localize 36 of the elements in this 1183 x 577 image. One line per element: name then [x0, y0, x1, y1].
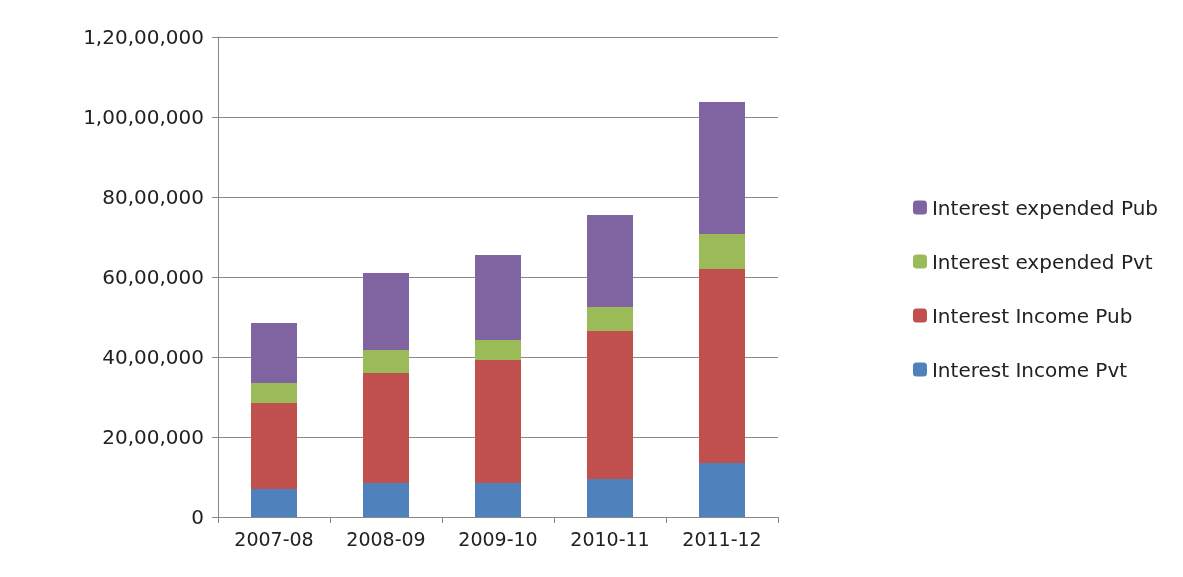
bar — [475, 483, 521, 517]
bar — [587, 331, 633, 479]
bar — [587, 307, 633, 331]
bar — [363, 350, 409, 373]
y-tick-label: 60,00,000 — [102, 265, 204, 289]
bar — [699, 463, 745, 517]
y-tick-label: 0 — [191, 505, 204, 529]
bar — [699, 234, 745, 269]
bar — [699, 269, 745, 463]
bar — [587, 215, 633, 307]
y-tick-label: 1,00,00,000 — [83, 105, 204, 129]
bar — [475, 340, 521, 360]
bar — [363, 483, 409, 517]
legend-label: Interest expended Pub — [931, 195, 1159, 220]
y-tick-label: 40,00,000 — [102, 345, 204, 369]
bar — [587, 479, 633, 517]
y-tick-label: 20,00,000 — [102, 425, 204, 449]
bar — [475, 255, 521, 340]
bar — [251, 403, 297, 489]
legend-label: Interest Income Pvt — [931, 357, 1128, 382]
x-tick-label: 2007-08 — [234, 527, 314, 550]
legend-label: Interest expended Pvt — [931, 249, 1153, 274]
bar — [251, 323, 297, 383]
bar — [251, 383, 297, 403]
bar — [251, 489, 297, 517]
x-tick-label: 2011-12 — [682, 527, 762, 550]
bar — [363, 373, 409, 483]
bar — [363, 273, 409, 350]
y-tick-label: 80,00,000 — [102, 185, 204, 209]
bar — [699, 102, 745, 234]
legend-label: Interest Income Pub — [931, 303, 1133, 328]
x-tick-label: 2010-11 — [570, 527, 650, 550]
y-tick-label: 1,20,00,000 — [83, 25, 204, 49]
x-tick-label: 2009-10 — [458, 527, 538, 550]
x-tick-label: 2008-09 — [346, 527, 426, 550]
bar — [475, 360, 521, 483]
